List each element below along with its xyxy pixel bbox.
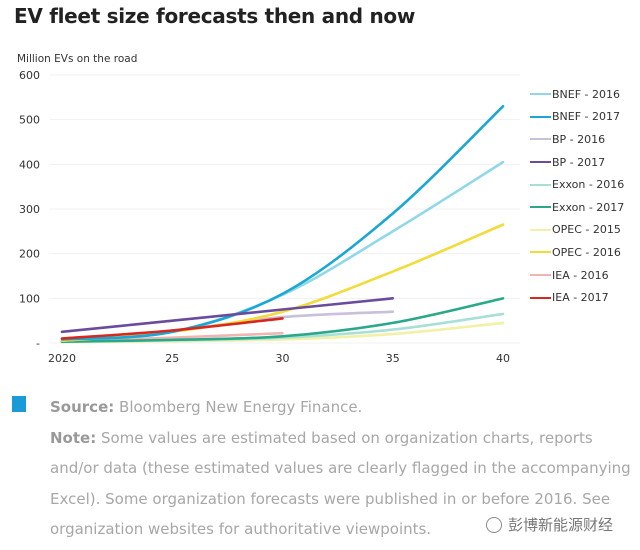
series-lines	[60, 104, 505, 344]
legend-item: BNEF - 2016	[530, 83, 624, 106]
note-line: Note: Some values are estimated based on…	[50, 423, 640, 545]
legend-label: Exxon - 2017	[552, 200, 625, 214]
legend-swatch	[530, 161, 551, 164]
legend-item: BP - 2016	[530, 128, 624, 151]
legend-item: OPEC - 2015	[530, 219, 624, 242]
legend-swatch	[530, 296, 551, 299]
source-label: Source:	[50, 398, 115, 416]
y-tick-label: 200	[19, 248, 40, 261]
y-tick-label: 300	[19, 203, 40, 216]
y-tick-label: 500	[19, 114, 40, 127]
wechat-icon	[486, 516, 502, 533]
legend-item: Exxon - 2016	[530, 173, 624, 196]
legend-label: BP - 2016	[552, 132, 606, 146]
x-tick-label: 30	[276, 352, 290, 365]
x-axis-ticks: 2020 25 30 35 40	[48, 352, 510, 365]
y-tick-label: 100	[19, 292, 40, 305]
y-axis-label: Million EVs on the road	[17, 53, 138, 65]
legend-label: IEA - 2017	[552, 291, 609, 305]
y-tick-label: 600	[19, 69, 40, 82]
y-tick-label: -	[36, 337, 40, 350]
legend-label: BNEF - 2017	[552, 110, 621, 124]
series-line-exxon-2017	[60, 297, 505, 343]
source-marker	[12, 396, 26, 412]
source-text: Bloomberg New Energy Finance.	[119, 398, 363, 416]
legend-swatch	[530, 183, 551, 186]
watermark: 彭博新能源财经	[486, 514, 613, 535]
footer-text: Source: Bloomberg New Energy Finance. No…	[50, 392, 640, 545]
legend: BNEF - 2016 BNEF - 2017 BP - 2016 BP - 2017…	[530, 83, 624, 309]
legend-swatch	[530, 228, 551, 231]
line-chart: - 100 200 300 400 500 600 2020 25 30 35 40	[19, 69, 520, 365]
legend-label: BP - 2017	[552, 155, 606, 169]
gridlines	[50, 74, 520, 344]
legend-label: OPEC - 2016	[552, 245, 621, 259]
legend-label: IEA - 2016	[552, 268, 609, 282]
legend-swatch	[530, 251, 551, 254]
legend-swatch	[530, 115, 551, 118]
legend-label: OPEC - 2015	[552, 223, 621, 237]
legend-swatch	[530, 274, 551, 277]
x-tick-label: 2020	[48, 352, 76, 365]
x-tick-label: 40	[496, 352, 510, 365]
legend-swatch	[530, 138, 551, 141]
note-text: Some values are estimated based on organ…	[50, 428, 631, 539]
series-line-iea-2017	[60, 317, 284, 340]
source-line: Source: Bloomberg New Energy Finance.	[50, 392, 640, 423]
legend-swatch	[530, 93, 551, 96]
chart-title: EV fleet size forecasts then and now	[14, 4, 416, 28]
y-axis-ticks: - 100 200 300 400 500 600	[19, 69, 40, 350]
legend-item: BP - 2017	[530, 151, 624, 174]
note-label: Note:	[50, 428, 97, 447]
legend-item: IEA - 2017	[530, 286, 624, 309]
watermark-text: 彭博新能源财经	[508, 516, 614, 534]
legend-item: BNEF - 2017	[530, 106, 624, 129]
legend-label: Exxon - 2016	[552, 178, 625, 192]
legend-item: OPEC - 2016	[530, 241, 624, 264]
x-tick-label: 25	[165, 352, 179, 365]
series-line-bnef-2017	[60, 104, 505, 341]
legend-item: Exxon - 2017	[530, 196, 624, 219]
series-line-bp-2017	[60, 297, 395, 334]
x-tick-label: 35	[386, 352, 400, 365]
y-tick-label: 400	[19, 158, 40, 171]
legend-label: BNEF - 2016	[552, 87, 621, 101]
legend-swatch	[530, 206, 551, 209]
legend-item: IEA - 2016	[530, 264, 624, 287]
